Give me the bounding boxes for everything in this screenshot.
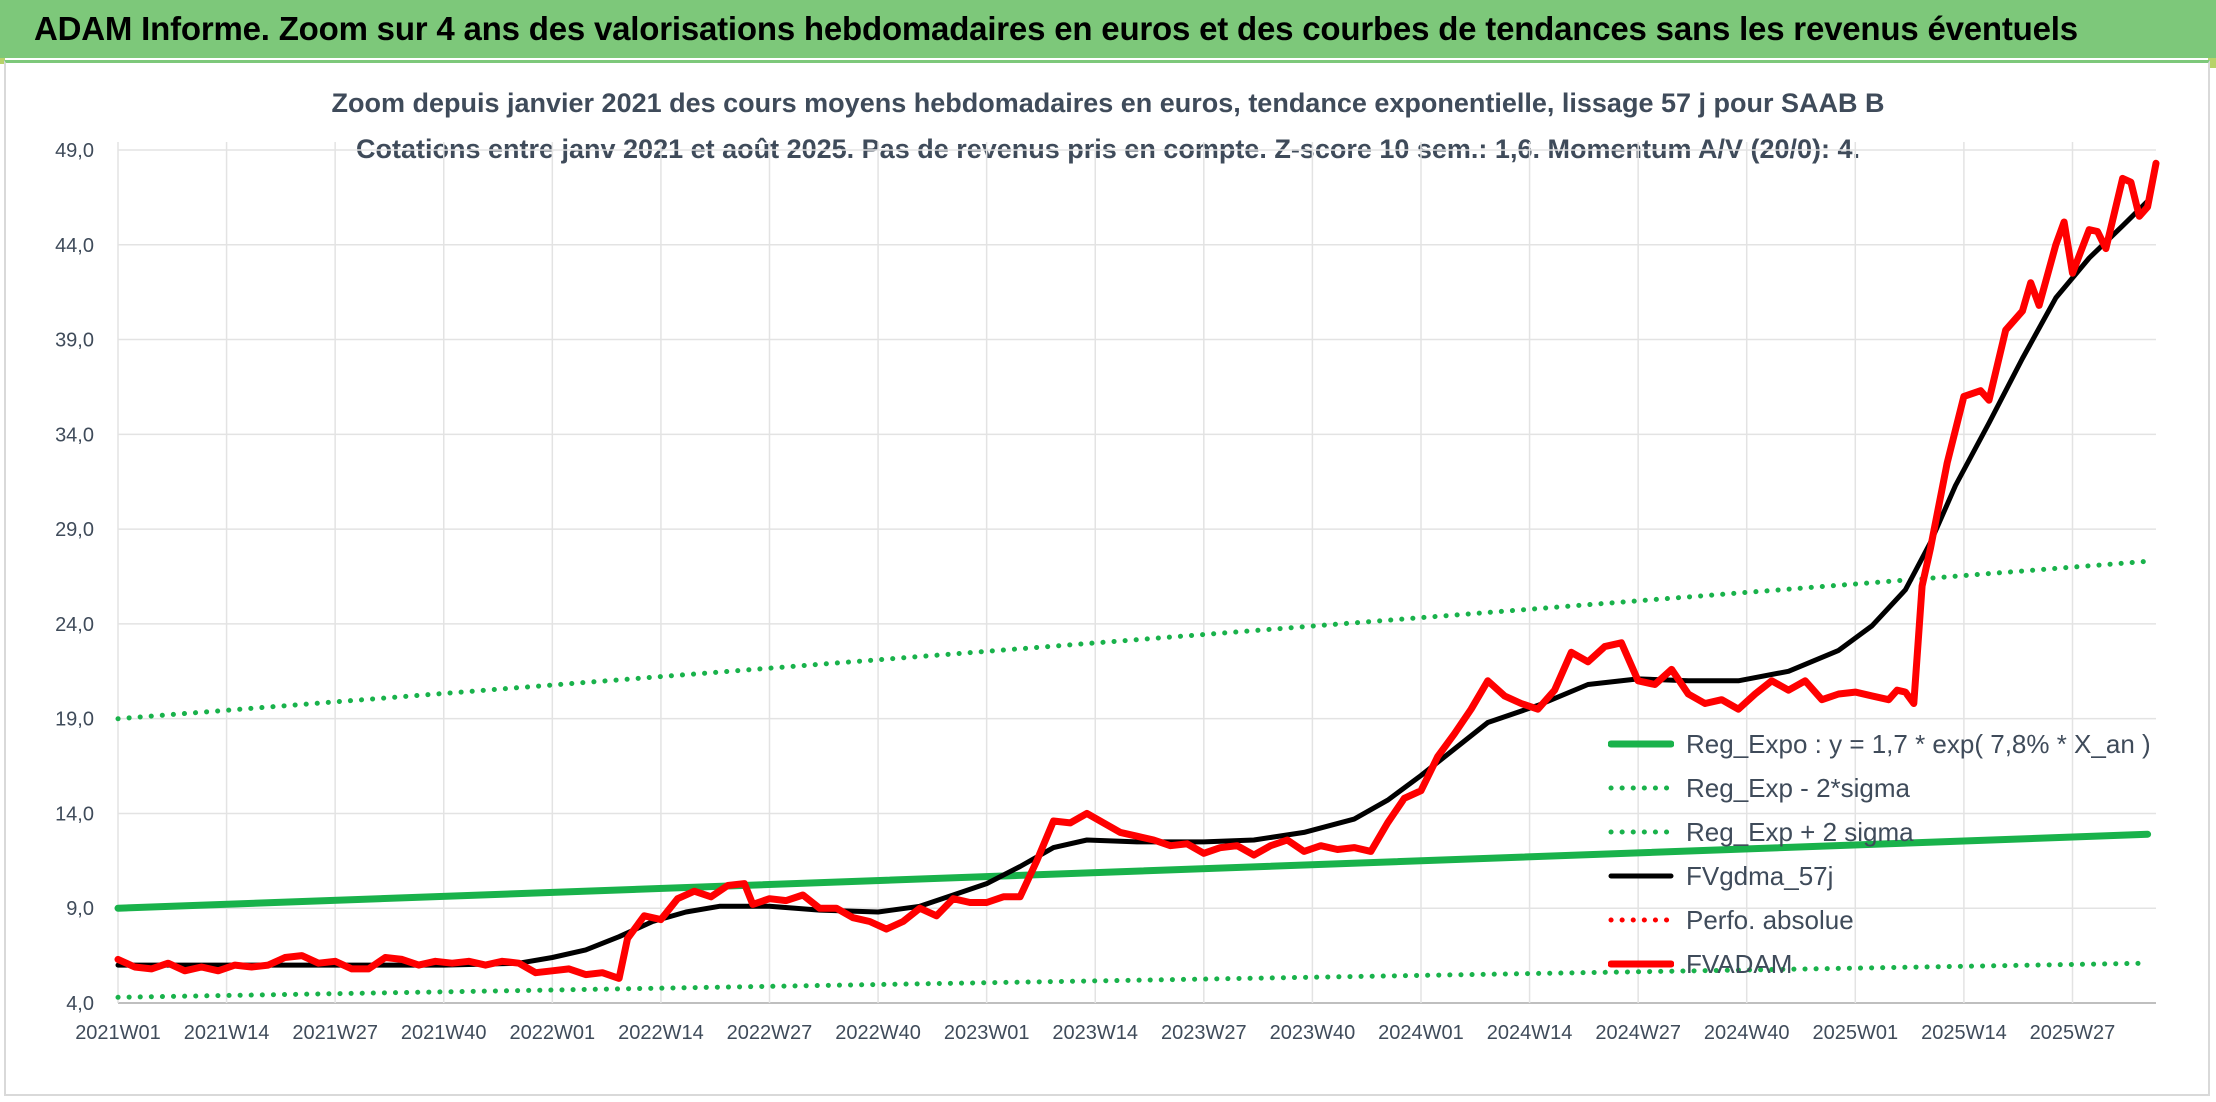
legend-swatch xyxy=(1608,740,1674,748)
chart-legend: Reg_Expo : y = 1,7 * exp( 7,8% * X_an ) R… xyxy=(1608,722,2168,986)
x-tick-label: 2022W01 xyxy=(510,1022,596,1044)
legend-swatch xyxy=(1608,917,1674,923)
banner-edge-left xyxy=(0,58,5,64)
legend-item: Reg_Exp + 2 sigma xyxy=(1608,810,2168,854)
x-tick-label: 2022W27 xyxy=(727,1022,813,1044)
x-tick-label: 2024W27 xyxy=(1595,1022,1681,1044)
legend-item: Reg_Expo : y = 1,7 * exp( 7,8% * X_an ) xyxy=(1608,722,2168,766)
legend-label: Reg_Exp + 2 sigma xyxy=(1686,816,1914,847)
x-tick-label: 2021W01 xyxy=(75,1022,161,1044)
chart-frame xyxy=(4,60,2210,1096)
x-tick-label: 2022W40 xyxy=(835,1022,921,1044)
y-tick-label: 4,0 xyxy=(66,993,94,1015)
y-tick-label: 34,0 xyxy=(55,424,94,446)
legend-swatch xyxy=(1608,960,1674,968)
banner-edge-right xyxy=(2208,58,2216,68)
banner-text: ADAM Informe. Zoom sur 4 ans des valoris… xyxy=(34,10,2078,47)
x-tick-label: 2023W27 xyxy=(1161,1022,1247,1044)
legend-label: Reg_Exp - 2*sigma xyxy=(1686,772,1910,803)
report-banner: ADAM Informe. Zoom sur 4 ans des valoris… xyxy=(0,0,2216,58)
series-line-2 xyxy=(115,558,2151,722)
x-axis-ticks: 2021W01 2021W14 2021W27 2021W40 2022W01 2022W… xyxy=(75,1022,2115,1044)
y-tick-label: 49,0 xyxy=(55,140,94,162)
y-tick-label: 24,0 xyxy=(55,614,94,636)
chart-series xyxy=(114,159,2160,1000)
legend-item: Reg_Exp - 2*sigma xyxy=(1608,766,2168,810)
series-line-0 xyxy=(114,830,2152,912)
chart-subtitle: Cotations entre janv 2021 et août 2025. … xyxy=(355,134,1861,164)
x-tick-label: 2021W14 xyxy=(184,1022,270,1044)
x-tick-label: 2022W14 xyxy=(618,1022,704,1044)
y-tick-label: 44,0 xyxy=(55,235,94,257)
x-tick-label: 2024W40 xyxy=(1704,1022,1790,1044)
y-tick-label: 19,0 xyxy=(55,709,94,731)
legend-label: FVgdma_57j xyxy=(1686,860,1834,891)
legend-swatch xyxy=(1608,785,1674,791)
x-tick-label: 2024W14 xyxy=(1487,1022,1573,1044)
legend-swatch xyxy=(1608,829,1674,835)
x-tick-label: 2024W01 xyxy=(1378,1022,1464,1044)
y-axis-ticks: 4,0 9,0 14,0 19,0 24,0 29,0 34,0 39,0 44,0 49,0 xyxy=(55,140,94,1015)
legend-item: Perfo. absolue xyxy=(1608,898,2168,942)
y-tick-label: 29,0 xyxy=(55,519,94,541)
legend-item: FVADAM xyxy=(1608,942,2168,986)
x-tick-label: 2025W27 xyxy=(2030,1022,2116,1044)
legend-item: FVgdma_57j xyxy=(1608,854,2168,898)
x-tick-label: 2021W27 xyxy=(292,1022,378,1044)
y-tick-label: 14,0 xyxy=(55,803,94,825)
x-tick-label: 2025W01 xyxy=(1812,1022,1898,1044)
series-line-5 xyxy=(114,159,2160,982)
y-tick-label: 39,0 xyxy=(55,330,94,352)
legend-label: Perfo. absolue xyxy=(1686,904,1854,935)
x-tick-label: 2021W40 xyxy=(401,1022,487,1044)
y-tick-label: 9,0 xyxy=(66,898,94,920)
legend-label: FVADAM xyxy=(1686,948,1793,979)
x-tick-label: 2023W14 xyxy=(1052,1022,1138,1044)
legend-swatch xyxy=(1608,873,1674,879)
chart-title: Zoom depuis janvier 2021 des cours moyen… xyxy=(331,88,1885,118)
x-tick-label: 2025W14 xyxy=(1921,1022,2007,1044)
legend-label: Reg_Expo : y = 1,7 * exp( 7,8% * X_an ) xyxy=(1686,728,2151,759)
x-tick-label: 2023W01 xyxy=(944,1022,1030,1044)
x-tick-label: 2023W40 xyxy=(1270,1022,1356,1044)
